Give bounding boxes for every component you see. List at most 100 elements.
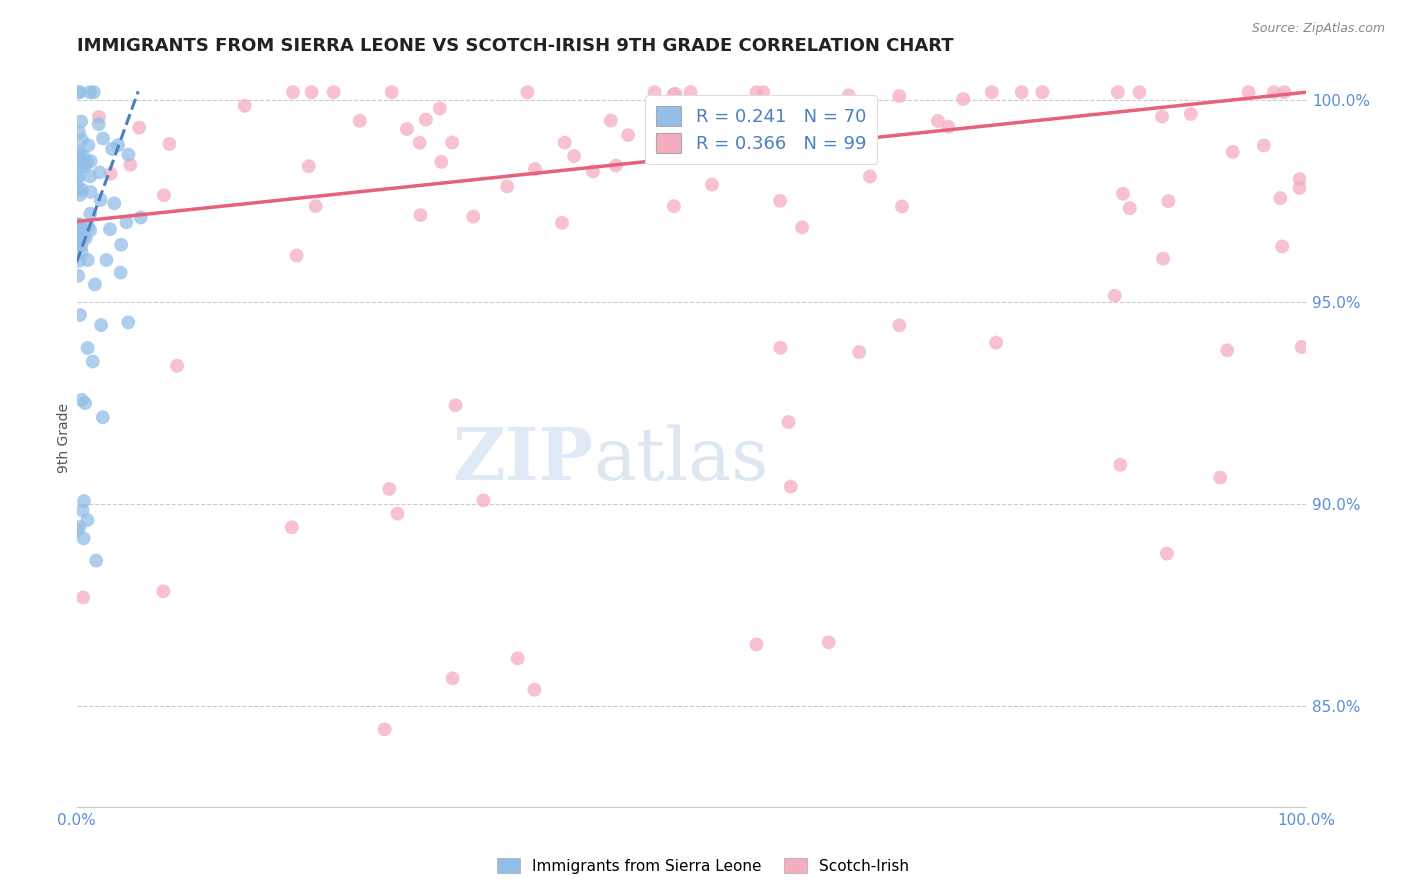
Point xyxy=(1157,194,1180,208)
Point xyxy=(110,237,132,252)
Point xyxy=(82,354,104,368)
Point xyxy=(83,277,105,292)
Point xyxy=(430,154,453,169)
Point xyxy=(301,85,323,99)
Point xyxy=(298,159,321,173)
Point xyxy=(66,523,89,537)
Point xyxy=(87,117,110,131)
Point xyxy=(76,341,98,355)
Point xyxy=(129,211,152,225)
Point xyxy=(72,148,94,162)
Point xyxy=(1222,145,1244,159)
Point xyxy=(67,268,90,283)
Point xyxy=(83,85,105,99)
Point xyxy=(817,635,839,649)
Point xyxy=(1253,138,1275,153)
Point xyxy=(349,113,371,128)
Point xyxy=(554,136,576,150)
Point xyxy=(1288,181,1310,195)
Point xyxy=(70,159,93,173)
Point xyxy=(551,216,574,230)
Point xyxy=(66,218,89,232)
Point xyxy=(66,85,89,99)
Point xyxy=(70,183,93,197)
Legend: R = 0.241   N = 70, R = 0.366   N = 99: R = 0.241 N = 70, R = 0.366 N = 99 xyxy=(645,95,877,164)
Point xyxy=(605,159,627,173)
Point xyxy=(70,238,93,252)
Point xyxy=(77,219,100,234)
Point xyxy=(1156,547,1178,561)
Point xyxy=(89,165,111,179)
Point xyxy=(100,167,122,181)
Point xyxy=(1150,110,1173,124)
Point xyxy=(769,341,792,355)
Point xyxy=(79,207,101,221)
Point xyxy=(322,85,344,99)
Point xyxy=(524,161,547,176)
Point xyxy=(76,513,98,527)
Point xyxy=(67,145,90,159)
Point xyxy=(75,231,97,245)
Point xyxy=(69,217,91,231)
Point xyxy=(752,85,775,99)
Point xyxy=(952,92,974,106)
Point xyxy=(76,252,98,267)
Point xyxy=(67,170,90,185)
Text: ZIP: ZIP xyxy=(453,425,593,495)
Point xyxy=(692,146,714,161)
Point xyxy=(679,85,702,99)
Point xyxy=(67,153,90,167)
Point xyxy=(1291,340,1313,354)
Point xyxy=(506,651,529,665)
Point xyxy=(79,185,101,199)
Point xyxy=(378,482,401,496)
Point xyxy=(117,315,139,329)
Point xyxy=(984,335,1007,350)
Point xyxy=(91,410,114,425)
Point xyxy=(838,88,860,103)
Point xyxy=(733,132,755,146)
Point xyxy=(745,85,768,99)
Point xyxy=(891,200,914,214)
Point xyxy=(1112,186,1135,201)
Point xyxy=(778,415,800,429)
Point xyxy=(67,231,90,245)
Point xyxy=(72,591,94,605)
Point xyxy=(516,85,538,99)
Point xyxy=(103,196,125,211)
Point xyxy=(1118,201,1140,215)
Text: IMMIGRANTS FROM SIERRA LEONE VS SCOTCH-IRISH 9TH GRADE CORRELATION CHART: IMMIGRANTS FROM SIERRA LEONE VS SCOTCH-I… xyxy=(77,37,953,55)
Point xyxy=(91,131,114,145)
Point xyxy=(67,125,90,139)
Point xyxy=(70,156,93,170)
Point xyxy=(662,87,685,102)
Point xyxy=(1263,85,1285,99)
Point xyxy=(662,199,685,213)
Point xyxy=(562,149,585,163)
Point xyxy=(859,169,882,184)
Point xyxy=(73,532,96,546)
Point xyxy=(664,87,686,101)
Point xyxy=(1180,107,1202,121)
Point xyxy=(69,520,91,534)
Point xyxy=(69,85,91,99)
Point xyxy=(1270,191,1292,205)
Point xyxy=(1274,85,1296,99)
Point xyxy=(387,507,409,521)
Point xyxy=(673,110,696,124)
Point xyxy=(281,85,304,99)
Point xyxy=(1031,85,1053,99)
Point xyxy=(90,318,112,332)
Point xyxy=(1271,239,1294,253)
Point xyxy=(96,252,118,267)
Point xyxy=(408,136,430,150)
Point xyxy=(1209,470,1232,484)
Point xyxy=(233,99,256,113)
Point xyxy=(441,671,464,685)
Point xyxy=(75,396,97,410)
Point xyxy=(374,723,396,737)
Point xyxy=(115,215,138,229)
Point xyxy=(617,128,640,142)
Point xyxy=(90,193,112,207)
Point xyxy=(381,85,404,99)
